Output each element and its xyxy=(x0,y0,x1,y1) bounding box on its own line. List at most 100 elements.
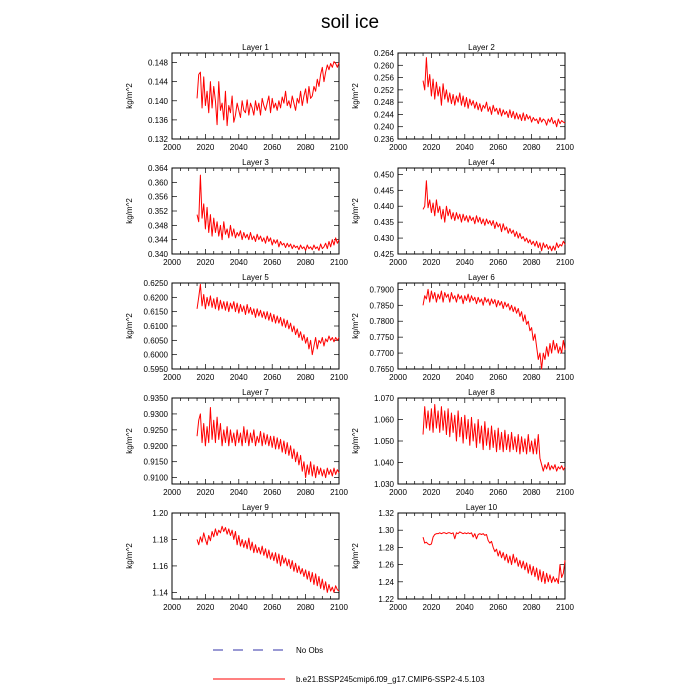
panel-layer-9: Layer 9 kg/m^2 2000 2020 2040 2060 2080 2100 1.1… xyxy=(125,503,348,612)
x-tick-label: 2080 xyxy=(297,603,315,612)
panel-title: Layer 2 xyxy=(468,43,495,52)
x-tick-label: 2000 xyxy=(389,603,407,612)
x-tick-label: 2060 xyxy=(263,373,281,382)
x-tick-label: 2060 xyxy=(489,258,507,267)
x-tick-label: 2000 xyxy=(163,603,181,612)
series-line-model xyxy=(422,288,566,370)
y-tick-label: 0.144 xyxy=(148,78,169,87)
y-axis-label: kg/m^2 xyxy=(125,428,134,454)
y-tick-label: 0.364 xyxy=(148,164,169,173)
y-tick-label: 0.445 xyxy=(374,186,395,195)
panel-layer-3: Layer 3 kg/m^2 2000 2020 2040 2060 2080 2100 0.3… xyxy=(125,158,348,267)
y-tick-label: 1.26 xyxy=(378,561,394,570)
y-tick-label: 0.136 xyxy=(148,116,169,125)
x-tick-label: 2100 xyxy=(330,603,348,612)
y-tick-label: 0.6050 xyxy=(144,336,169,345)
y-tick-label: 0.132 xyxy=(148,135,169,144)
series-line-model xyxy=(196,61,340,127)
y-axis-label: kg/m^2 xyxy=(351,198,360,224)
x-tick-label: 2020 xyxy=(197,143,215,152)
series-line-model xyxy=(422,57,566,128)
x-tick-label: 2000 xyxy=(389,258,407,267)
x-tick-label: 2040 xyxy=(456,258,474,267)
panel-layer-2: Layer 2 kg/m^2 2000 2020 2040 2060 2080 2100 0.2… xyxy=(351,43,574,152)
panel-title: Layer 9 xyxy=(242,503,269,512)
x-tick-label: 2020 xyxy=(197,488,215,497)
series-line-model xyxy=(422,531,566,585)
x-tick-label: 2000 xyxy=(163,488,181,497)
y-tick-label: 1.060 xyxy=(374,416,395,425)
x-tick-label: 2060 xyxy=(489,373,507,382)
y-tick-label: 0.450 xyxy=(374,170,395,179)
panel-title: Layer 4 xyxy=(468,158,495,167)
panel-layer-1: Layer 1 kg/m^2 2000 2020 2040 2060 2080 2100 0.1… xyxy=(125,43,348,152)
x-tick-label: 2040 xyxy=(456,373,474,382)
x-tick-label: 2100 xyxy=(556,258,574,267)
y-tick-label: 1.14 xyxy=(152,588,168,597)
y-tick-label: 0.6150 xyxy=(144,308,169,317)
y-tick-label: 1.28 xyxy=(378,543,394,552)
panels-group: Layer 1 kg/m^2 2000 2020 2040 2060 2080 2100 0.1… xyxy=(125,43,574,612)
series-line-model xyxy=(196,174,340,251)
x-tick-label: 2100 xyxy=(556,143,574,152)
x-tick-label: 2000 xyxy=(163,373,181,382)
y-tick-label: 0.425 xyxy=(374,250,395,259)
series-line-model xyxy=(196,525,340,593)
y-tick-label: 0.148 xyxy=(148,59,169,68)
y-tick-label: 0.9200 xyxy=(144,442,169,451)
legend-label-model: b.e21.BSSP245cmip6.f09_g17.CMIP6-SSP2-4.… xyxy=(296,675,485,684)
x-tick-label: 2040 xyxy=(230,603,248,612)
y-tick-label: 0.7900 xyxy=(370,285,395,294)
x-tick-label: 2100 xyxy=(556,373,574,382)
series-line-model xyxy=(196,283,340,356)
panel-title: Layer 6 xyxy=(468,273,495,282)
y-tick-label: 0.7650 xyxy=(370,365,395,374)
series-line-model xyxy=(422,403,566,472)
y-tick-label: 0.9300 xyxy=(144,410,169,419)
panel-title: Layer 8 xyxy=(468,388,495,397)
x-tick-label: 2060 xyxy=(263,603,281,612)
y-axis-label: kg/m^2 xyxy=(351,543,360,569)
y-tick-label: 0.7800 xyxy=(370,317,395,326)
y-tick-label: 0.352 xyxy=(148,207,169,216)
x-tick-label: 2100 xyxy=(330,373,348,382)
x-tick-label: 2080 xyxy=(297,258,315,267)
y-tick-label: 1.040 xyxy=(374,459,395,468)
legend-label-no-obs: No Obs xyxy=(296,646,323,655)
x-tick-label: 2020 xyxy=(423,143,441,152)
y-tick-label: 0.6000 xyxy=(144,351,169,360)
series-line-model xyxy=(196,407,340,479)
y-tick-label: 0.435 xyxy=(374,218,395,227)
x-tick-label: 2080 xyxy=(523,258,541,267)
x-tick-label: 2000 xyxy=(163,143,181,152)
y-tick-label: 0.256 xyxy=(374,74,395,83)
x-tick-label: 2080 xyxy=(297,373,315,382)
x-tick-label: 2020 xyxy=(423,373,441,382)
series-line-model xyxy=(422,180,566,252)
x-tick-label: 2100 xyxy=(330,488,348,497)
panel-layer-10: Layer 10 kg/m^2 2000 2020 2040 2060 2080 2100 1.… xyxy=(351,503,574,612)
y-tick-label: 0.6250 xyxy=(144,279,169,288)
panel-title: Layer 3 xyxy=(242,158,269,167)
panel-layer-7: Layer 7 kg/m^2 2000 2020 2040 2060 2080 2100 0.9… xyxy=(125,388,348,497)
panel-title: Layer 10 xyxy=(466,503,498,512)
x-tick-label: 2000 xyxy=(389,488,407,497)
x-tick-label: 2080 xyxy=(523,488,541,497)
x-tick-label: 2020 xyxy=(197,603,215,612)
x-tick-label: 2000 xyxy=(389,143,407,152)
panel-layer-6: Layer 6 kg/m^2 2000 2020 2040 2060 2080 2100 0.7… xyxy=(351,273,574,382)
y-tick-label: 1.20 xyxy=(152,509,168,518)
x-tick-label: 2020 xyxy=(423,258,441,267)
y-axis-label: kg/m^2 xyxy=(125,313,134,339)
y-axis-label: kg/m^2 xyxy=(125,83,134,109)
y-tick-label: 0.9100 xyxy=(144,474,169,483)
y-tick-label: 0.340 xyxy=(148,250,169,259)
x-tick-label: 2060 xyxy=(263,143,281,152)
x-tick-label: 2100 xyxy=(330,143,348,152)
y-tick-label: 1.32 xyxy=(378,509,394,518)
y-tick-label: 1.16 xyxy=(152,562,168,571)
x-tick-label: 2000 xyxy=(389,373,407,382)
x-tick-label: 2040 xyxy=(456,488,474,497)
y-tick-label: 0.360 xyxy=(148,178,169,187)
